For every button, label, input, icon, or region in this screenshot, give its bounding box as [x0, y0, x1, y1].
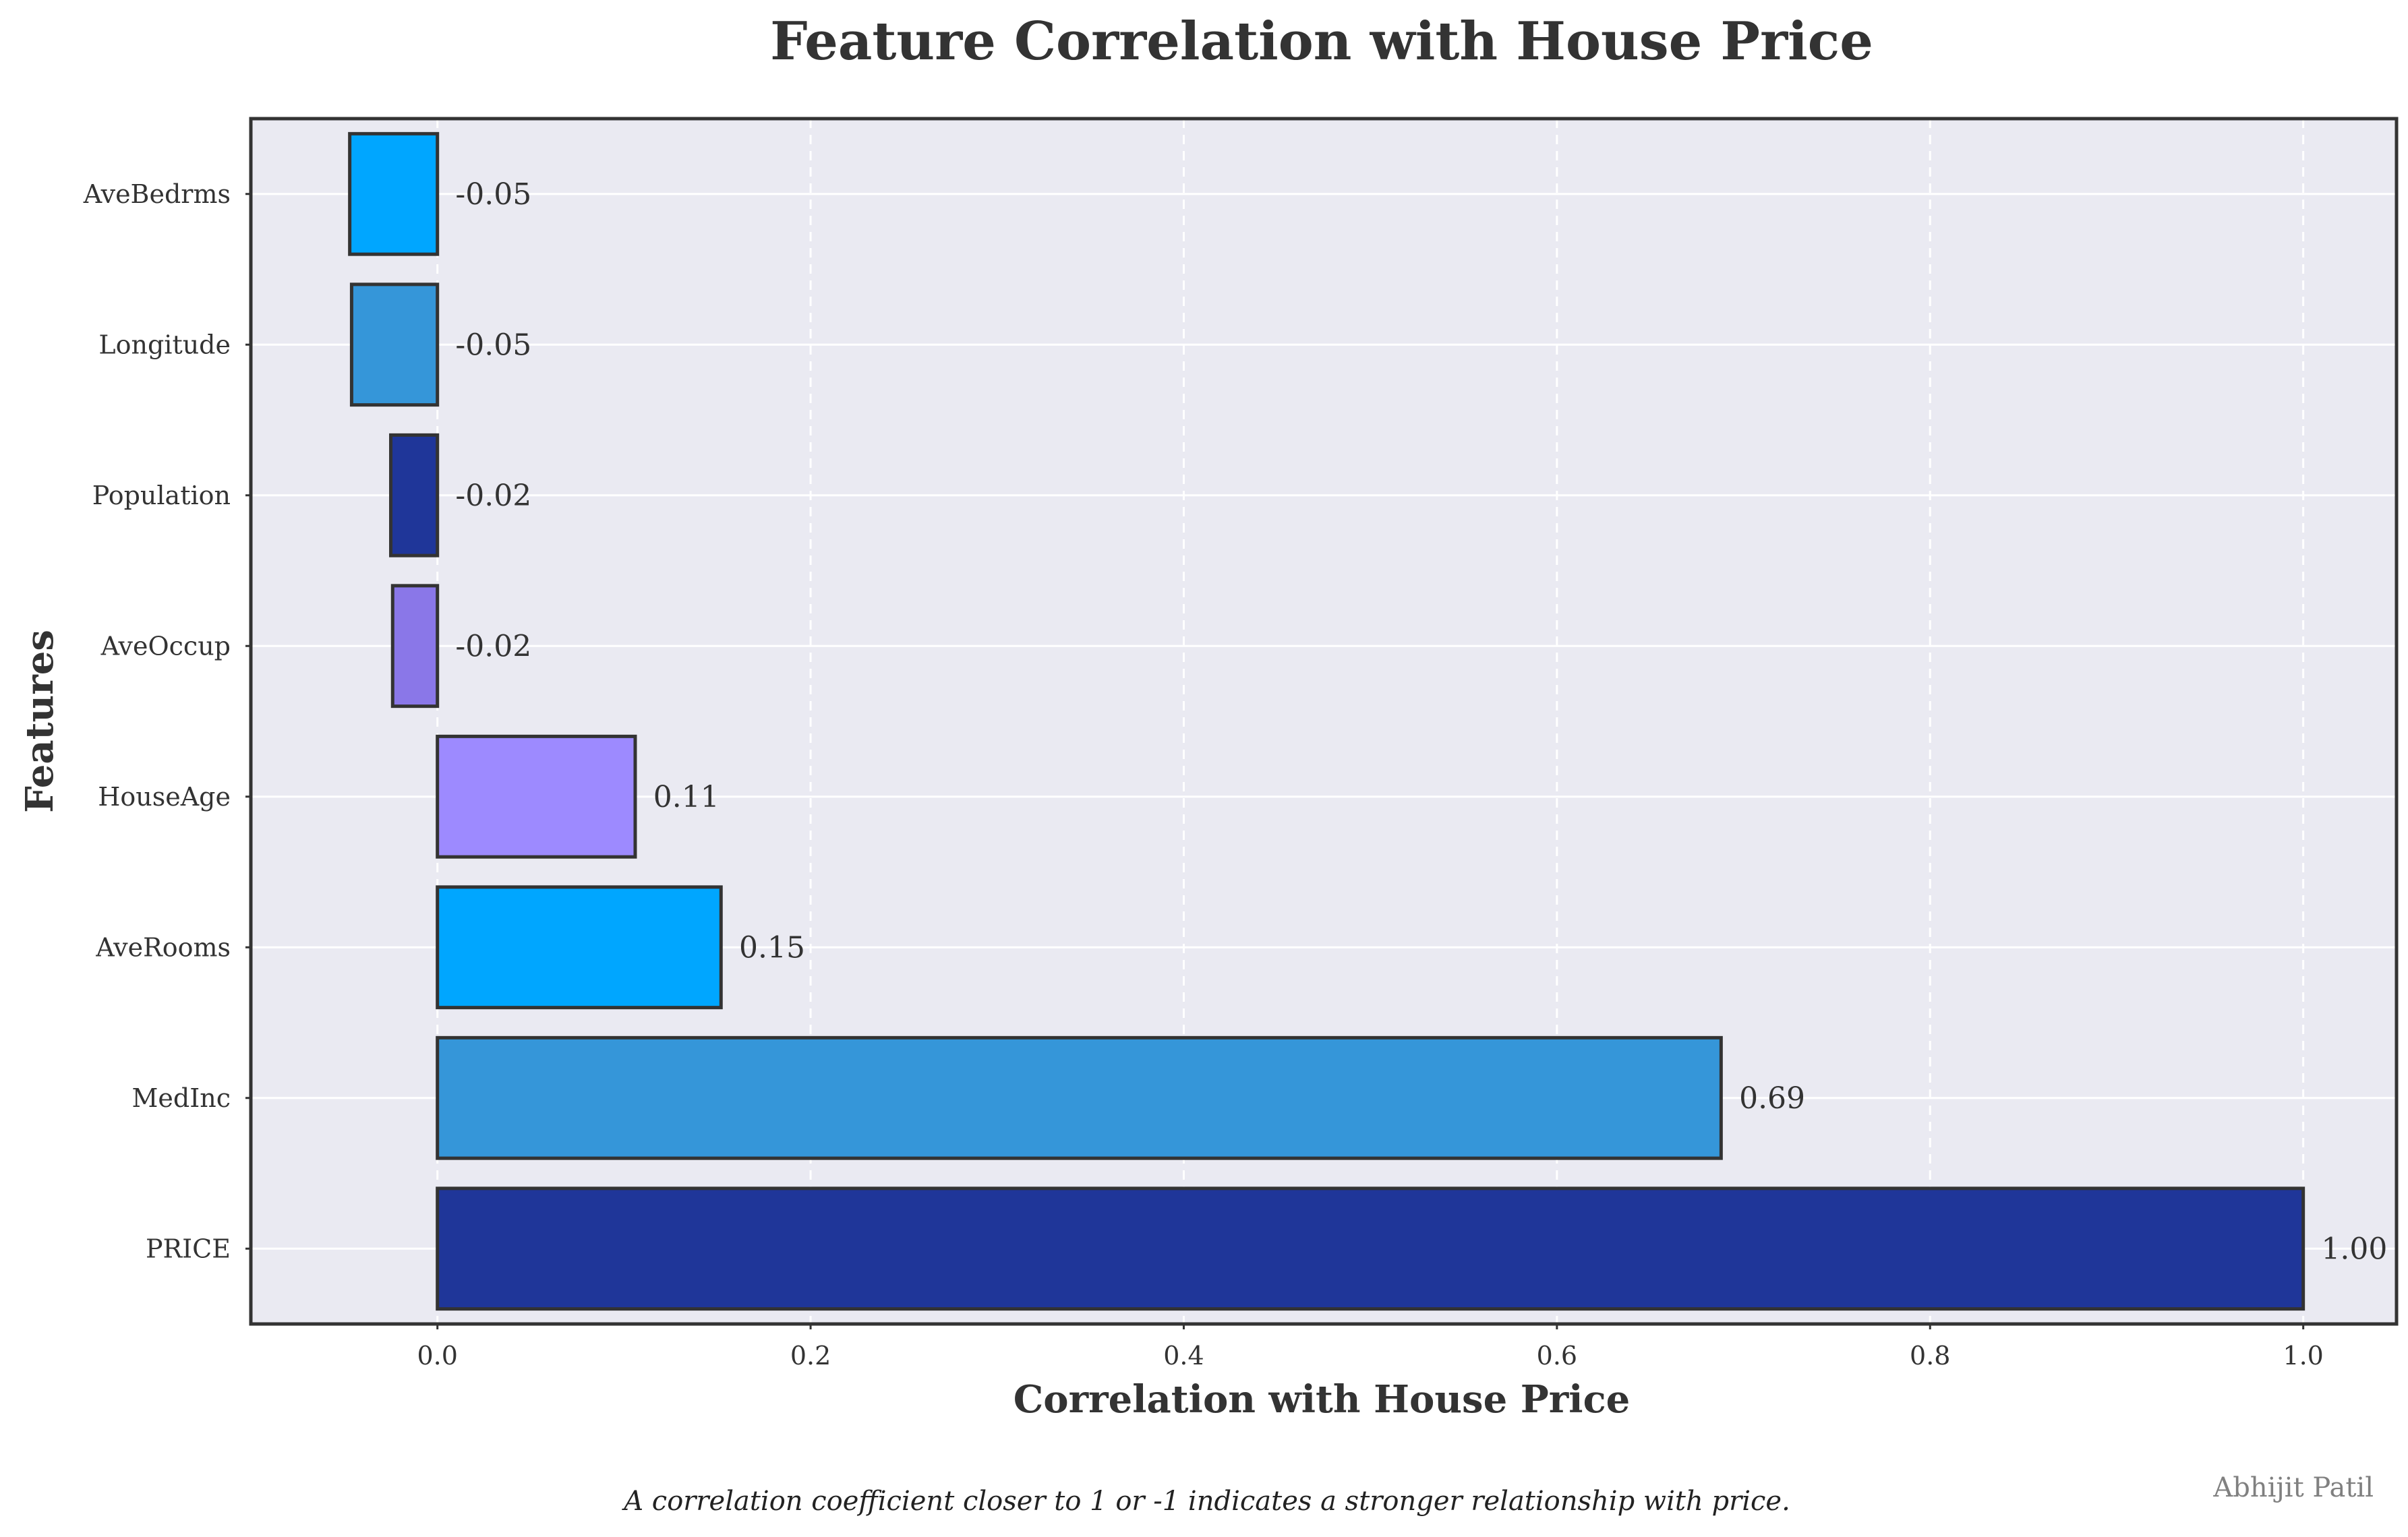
x-tick-label: 0.8: [1910, 1341, 1950, 1370]
y-tick-label: PRICE: [146, 1234, 231, 1263]
bar-price: [436, 1186, 2306, 1311]
y-tick-label: MedInc: [132, 1083, 231, 1113]
x-tick-label: 0.6: [1537, 1341, 1577, 1370]
data-label-population: -0.02: [455, 479, 531, 513]
chart-title: Feature Correlation with House Price: [770, 11, 1873, 72]
y-axis-label: Features: [18, 630, 62, 813]
data-labels-group: -0.05 -0.05 -0.02 -0.02 0.11 0.15 0.69 1.00: [455, 177, 2387, 1267]
data-label-longitude: -0.05: [455, 328, 531, 362]
bar-population: [389, 433, 440, 557]
data-label-medinc: 0.69: [1739, 1081, 1805, 1116]
y-tick-label: AveRooms: [95, 932, 231, 962]
y-tick-labels: AveBedrms Longitude Population AveOccup Hous…: [83, 179, 251, 1263]
y-tick-label: AveOccup: [100, 631, 231, 661]
bar-houseage: [436, 734, 637, 859]
x-axis-label: Correlation with House Price: [1014, 1377, 1631, 1422]
data-label-aveoccup: -0.02: [455, 629, 531, 663]
y-tick-label: HouseAge: [98, 782, 231, 812]
data-label-avebedrms: -0.05: [455, 177, 531, 212]
x-tick-label: 0.0: [417, 1341, 457, 1370]
x-tick-label: 0.4: [1163, 1341, 1204, 1370]
x-tick-labels: 0.0 0.2 0.4 0.6 0.8 1.0: [417, 1324, 2324, 1370]
bars-group: [348, 131, 2306, 1311]
bar-longitude: [349, 282, 440, 407]
x-tick-label: 1.0: [2283, 1341, 2323, 1370]
bar-avebedrms: [348, 131, 440, 256]
y-tick-label: Longitude: [98, 330, 231, 359]
y-tick-label: Population: [92, 481, 231, 510]
bar-aveoccup: [390, 584, 440, 709]
y-tick-label: AveBedrms: [83, 179, 231, 209]
bar-averooms: [436, 885, 723, 1010]
x-tick-label: 0.2: [790, 1341, 831, 1370]
data-label-averooms: 0.15: [739, 930, 805, 965]
bar-medinc: [436, 1035, 1723, 1160]
author-credit: Abhijit Patil: [2212, 1472, 2374, 1503]
plot-frame: [249, 117, 2399, 1326]
data-label-price: 1.00: [2321, 1232, 2387, 1266]
caption-note: A correlation coefficient closer to 1 or…: [621, 1486, 1790, 1517]
data-label-houseage: 0.11: [653, 780, 720, 814]
